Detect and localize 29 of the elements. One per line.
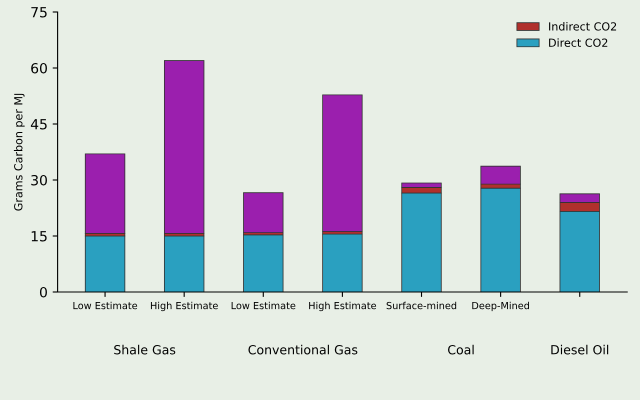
x-tick-label: Low Estimate (232, 302, 296, 310)
x-tick-label: Low Estimate (73, 302, 138, 310)
y-axis-title: Grams Carbon per MJ (14, 94, 25, 211)
x-tick-label: Surface-mined (386, 302, 456, 310)
bar (84, 236, 126, 292)
text: Conventional Gas (248, 344, 358, 354)
y-tick-label: 15 (32, 231, 47, 242)
bar (243, 192, 284, 234)
legend-label: Indirect CO2 (549, 22, 616, 31)
bar (84, 153, 126, 234)
x-tick-label: Deep-Mined (472, 302, 530, 312)
y-tick-label: 30 (31, 174, 47, 186)
text: Shale Gas (114, 344, 176, 354)
text: Coal (448, 344, 474, 354)
x-tick-label: High Estimate (309, 302, 376, 312)
bar (480, 166, 521, 185)
legend-label: Direct CO2 (549, 38, 608, 47)
bar (243, 234, 284, 292)
x-tick-label: High Estimate (150, 302, 218, 312)
bar (164, 60, 204, 234)
y-tick-label: 45 (30, 119, 47, 130)
y-tick-label: 75 (31, 7, 47, 18)
bar (322, 94, 363, 232)
bar (164, 236, 204, 292)
y-tick-label: 0 (40, 286, 47, 298)
bar (322, 234, 363, 292)
y-tick-label: 60 (31, 62, 47, 74)
text: Diesel Oil (551, 344, 608, 354)
bar (480, 188, 521, 292)
